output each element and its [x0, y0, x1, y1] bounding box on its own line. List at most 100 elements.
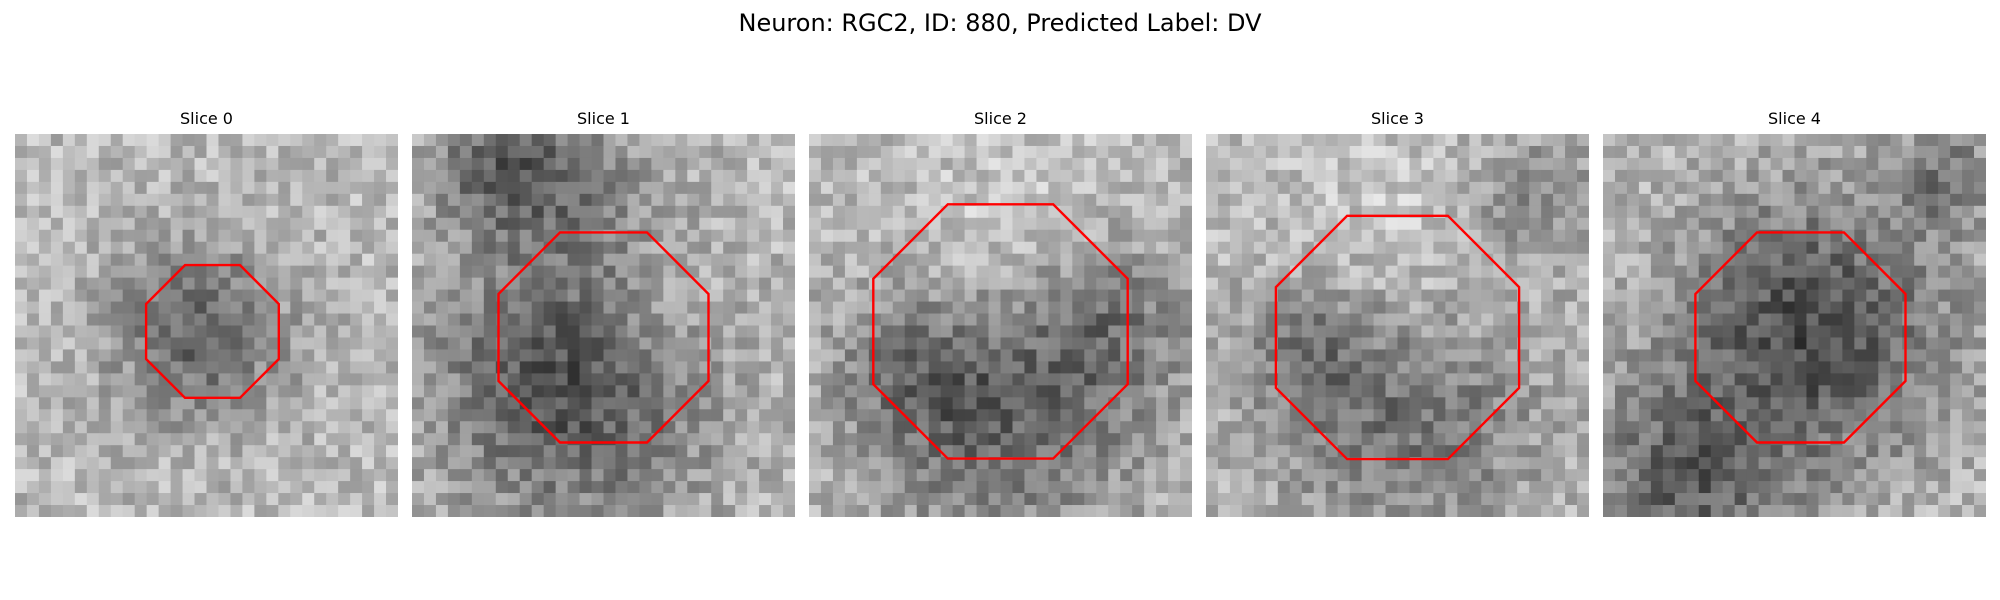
image-pixel — [1409, 445, 1422, 458]
image-pixel — [1012, 433, 1025, 446]
image-pixel — [531, 134, 545, 147]
image-pixel — [1493, 145, 1506, 159]
image-pixel — [507, 493, 521, 506]
image-pixel — [1938, 193, 1951, 207]
image-pixel — [122, 157, 136, 171]
image-pixel — [1746, 134, 1759, 147]
image-pixel — [1626, 265, 1640, 279]
image-pixel — [50, 277, 64, 290]
image-pixel — [1132, 361, 1145, 374]
image-pixel — [218, 457, 231, 470]
image-pixel — [1529, 134, 1542, 147]
image-pixel — [242, 289, 255, 302]
image-pixel — [1012, 205, 1025, 219]
image-pixel — [940, 361, 954, 374]
image-pixel — [519, 169, 533, 183]
image-pixel — [675, 445, 688, 458]
image-pixel — [1325, 289, 1339, 302]
image-pixel — [218, 493, 231, 506]
image-pixel — [1710, 229, 1724, 243]
image-pixel — [1541, 134, 1554, 147]
image-pixel — [110, 217, 124, 231]
image-pixel — [1662, 277, 1676, 290]
image-pixel — [844, 241, 858, 255]
image-pixel — [1626, 193, 1640, 207]
image-pixel — [1626, 181, 1640, 195]
image-pixel — [1168, 193, 1181, 207]
image-pixel — [1144, 385, 1157, 398]
image-pixel — [1229, 265, 1243, 279]
image-pixel — [1313, 445, 1327, 458]
image-pixel — [651, 493, 664, 506]
image-pixel — [146, 277, 160, 290]
image-pixel — [50, 253, 64, 267]
image-pixel — [326, 145, 339, 159]
image-pixel — [1229, 205, 1243, 219]
image-pixel — [146, 229, 160, 243]
image-pixel — [1084, 505, 1097, 517]
image-pixel — [15, 385, 28, 398]
image-pixel — [771, 469, 784, 482]
image-pixel — [856, 169, 870, 183]
image-pixel — [1361, 313, 1374, 326]
image-pixel — [1818, 373, 1831, 386]
image-pixel — [1144, 445, 1157, 458]
image-pixel — [809, 134, 822, 147]
image-pixel — [1229, 457, 1243, 470]
image-pixel — [182, 493, 195, 506]
image-pixel — [1289, 421, 1303, 434]
image-pixel — [844, 229, 858, 243]
image-pixel — [362, 301, 375, 314]
image-pixel — [122, 493, 136, 506]
image-pixel — [567, 193, 580, 207]
image-pixel — [1349, 265, 1362, 279]
image-pixel — [1108, 134, 1121, 147]
image-pixel — [928, 325, 942, 338]
image-pixel — [1890, 253, 1903, 267]
image-pixel — [1060, 457, 1073, 470]
image-pixel — [326, 265, 339, 279]
image-pixel — [1072, 265, 1085, 279]
image-pixel — [964, 325, 977, 338]
image-pixel — [362, 469, 375, 482]
image-pixel — [1806, 157, 1819, 171]
image-pixel — [447, 313, 461, 326]
image-pixel — [809, 373, 822, 386]
image-pixel — [182, 325, 195, 338]
image-pixel — [1565, 397, 1578, 410]
image-pixel — [1361, 241, 1374, 255]
image-pixel — [471, 169, 485, 183]
image-pixel — [1854, 181, 1867, 195]
image-pixel — [158, 157, 171, 171]
image-pixel — [735, 145, 748, 159]
image-pixel — [1842, 265, 1855, 279]
image-pixel — [170, 457, 183, 470]
image-pixel — [459, 409, 473, 422]
image-pixel — [435, 229, 449, 243]
image-pixel — [1469, 241, 1482, 255]
image-pixel — [651, 361, 664, 374]
image-pixel — [723, 229, 736, 243]
image-pixel — [1048, 349, 1061, 362]
image-pixel — [531, 337, 545, 350]
image-pixel — [194, 157, 207, 171]
image-pixel — [1168, 134, 1181, 147]
image-pixel — [1265, 169, 1279, 183]
image-pixel — [38, 337, 52, 350]
image-pixel — [1168, 421, 1181, 434]
image-pixel — [1782, 134, 1795, 147]
image-pixel — [1938, 289, 1951, 302]
image-pixel — [134, 373, 148, 386]
image-pixel — [218, 181, 231, 195]
image-pixel — [1361, 493, 1374, 506]
image-pixel — [1974, 157, 1986, 171]
image-pixel — [1277, 373, 1291, 386]
image-pixel — [1794, 433, 1807, 446]
image-pixel — [495, 134, 509, 147]
image-pixel — [374, 145, 387, 159]
image-pixel — [471, 325, 485, 338]
image-pixel — [242, 205, 255, 219]
image-pixel — [1048, 361, 1061, 374]
image-pixel — [1603, 325, 1616, 338]
image-pixel — [122, 433, 136, 446]
